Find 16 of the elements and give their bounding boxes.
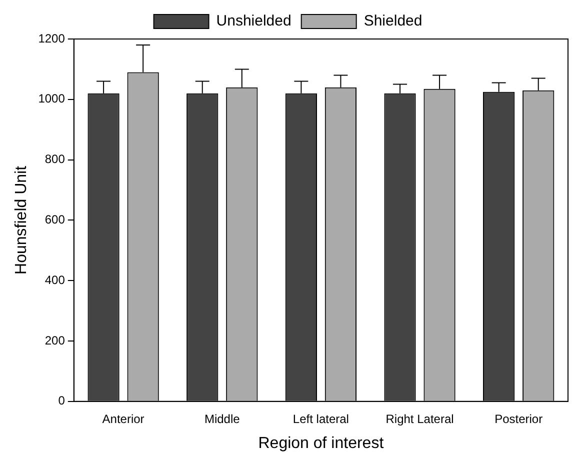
x-tick-label: Anterior [102, 412, 144, 426]
x-axis-title: Region of interest [258, 434, 384, 452]
x-tick-label: Middle [204, 412, 240, 426]
x-tick-label: Left lateral [292, 412, 349, 426]
y-tick-label: 400 [44, 272, 66, 287]
legend-label: Shielded [364, 12, 422, 30]
y-axis-title: Hounsfield Unit [13, 165, 30, 274]
y-tick-label: 800 [44, 152, 66, 166]
y-tick-label: 600 [44, 212, 66, 227]
y-tick-label: 1200 [38, 31, 66, 46]
x-tick-label: Posterior [494, 412, 543, 426]
y-tick-label: 200 [44, 333, 66, 348]
x-tick-label: Right Lateral [386, 412, 454, 426]
y-tick-label: 1000 [38, 92, 66, 106]
y-tick-label: 0 [58, 394, 66, 408]
legend-label: Unshielded [216, 12, 292, 30]
